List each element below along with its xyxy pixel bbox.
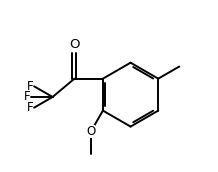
Text: F: F: [24, 90, 30, 104]
Text: F: F: [27, 101, 33, 114]
Text: O: O: [69, 38, 80, 51]
Text: O: O: [86, 125, 95, 138]
Text: F: F: [27, 80, 33, 93]
